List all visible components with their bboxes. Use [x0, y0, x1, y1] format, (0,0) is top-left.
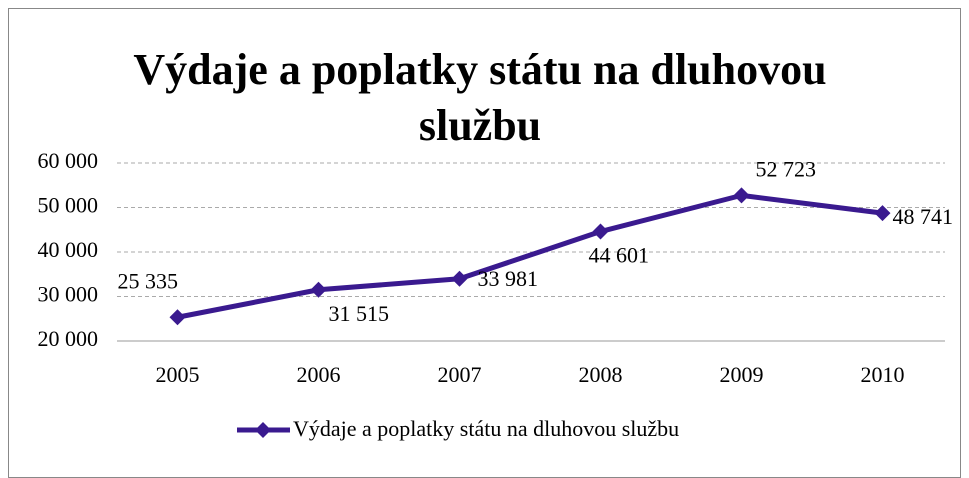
- point: [451, 270, 468, 287]
- x-tick-label: 2008: [579, 362, 623, 387]
- data-label: 44 601: [589, 243, 650, 268]
- y-tick-label: 60 000: [38, 148, 99, 173]
- x-tick-label: 2005: [156, 362, 200, 387]
- x-tick-label: 2010: [861, 362, 905, 387]
- data-label: 25 335: [118, 268, 179, 293]
- point: [592, 223, 609, 240]
- data-label: 31 515: [329, 301, 390, 326]
- point: [310, 281, 327, 298]
- x-tick-label: 2007: [438, 362, 482, 387]
- x-tick-label: 2006: [297, 362, 341, 387]
- point: [874, 205, 891, 222]
- point: [733, 187, 750, 204]
- point: [169, 309, 186, 326]
- chart: 20 000 30 000 40 000 50 000 60 000 2005 2006 20…: [38, 148, 954, 441]
- legend-label: Výdaje a poplatky státu na dluhovou služ…: [293, 416, 679, 441]
- y-tick-label: 40 000: [38, 237, 99, 262]
- data-label: 52 723: [756, 156, 817, 181]
- x-tick-label: 2009: [720, 362, 764, 387]
- page: Výdaje a poplatky státu na dluhovou služ…: [8, 8, 961, 478]
- legend-marker: [255, 422, 271, 438]
- chart-title: Výdaje a poplatky státu na dluhovou služ…: [133, 45, 827, 150]
- y-tick-label: 30 000: [38, 282, 99, 307]
- data-label: 33 981: [478, 266, 539, 291]
- line: [177, 192, 883, 320]
- data-label: 48 741: [893, 204, 954, 229]
- y-tick-label: 50 000: [38, 193, 99, 218]
- y-tick-label: 20 000: [38, 326, 99, 351]
